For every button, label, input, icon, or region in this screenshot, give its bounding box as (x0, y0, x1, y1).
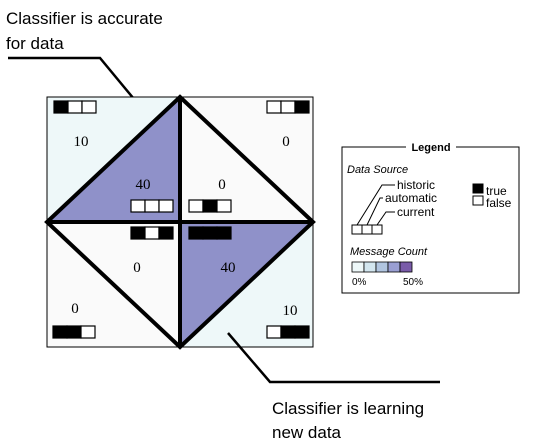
pattern-upper-left-inner (130, 199, 174, 213)
top-callout-line2: for data (6, 34, 64, 53)
pattern-cell-false (188, 199, 204, 213)
pattern-cell-true (66, 325, 82, 339)
pattern-cell-false (67, 100, 83, 114)
pattern-cell-true (216, 226, 232, 240)
legend-true-label: true (486, 184, 507, 198)
legend-scale-min: 0% (352, 277, 367, 288)
pattern-cell-true (280, 325, 296, 339)
pattern-lower-left-inner (130, 226, 174, 240)
count-upper-left-inner: 40 (136, 177, 151, 193)
count-bottom-left-corner: 0 (71, 301, 79, 317)
pattern-cell-true (188, 226, 204, 240)
pattern-cell-false (158, 199, 174, 213)
legend-connector-automatic (366, 197, 383, 226)
pattern-cell-false (80, 325, 96, 339)
legend-false-label: false (486, 196, 512, 210)
pattern-cell-true (158, 226, 174, 240)
region-counts: 10 0 0 10 40 0 0 40 (71, 134, 297, 319)
count-top-right-corner: 0 (282, 134, 290, 150)
pattern-bottom-left-corner (52, 325, 96, 339)
legend-connector-current (376, 211, 395, 226)
legend-source-cell-3 (371, 224, 383, 235)
pattern-glyphs (52, 100, 310, 339)
legend-false-swatch (472, 195, 484, 206)
pattern-cell-false (144, 226, 160, 240)
legend-source-historic: historic (397, 178, 435, 192)
pattern-lower-right-inner (188, 226, 232, 240)
legend-scale-swatch-1 (351, 261, 365, 273)
legend-scale-max: 50% (403, 277, 423, 288)
pattern-cell-false (266, 325, 282, 339)
pattern-top-right-corner (266, 100, 310, 114)
count-bottom-right-corner: 10 (283, 303, 298, 319)
count-lower-left-inner: 0 (133, 260, 141, 276)
pattern-top-left-corner (53, 100, 97, 114)
bottom-callout: Classifier is learning new data (227, 332, 440, 442)
pattern-cell-false (144, 199, 160, 213)
legend-title-bg (406, 139, 456, 155)
legend-scale-swatch-4 (387, 261, 401, 273)
count-lower-right-inner: 40 (221, 260, 236, 276)
legend-connector-historic (356, 184, 395, 226)
legend-source-current: current (397, 205, 435, 219)
legend-scale-swatch-5 (399, 261, 413, 273)
legend-color-scale (351, 261, 413, 273)
legend-source-cell-1 (351, 224, 363, 235)
bottom-callout-leader (227, 332, 440, 384)
pattern-cell-true (53, 100, 69, 114)
legend-source-cell-2 (361, 224, 373, 235)
pattern-cell-true (52, 325, 68, 339)
bottom-callout-line2: new data (272, 423, 342, 442)
pattern-cell-true (202, 226, 218, 240)
pattern-cell-false (266, 100, 282, 114)
legend-title: Legend (411, 142, 450, 154)
legend-message-count-label: Message Count (350, 246, 428, 258)
count-top-left-corner: 10 (74, 134, 89, 150)
pattern-cell-true (202, 199, 218, 213)
legend-true-swatch (472, 183, 484, 194)
legend: Legend Data Source historic automatic cu… (341, 139, 520, 294)
top-callout-line1: Classifier is accurate (6, 9, 163, 28)
pattern-cell-false (216, 199, 232, 213)
legend-scale-swatch-2 (363, 261, 377, 273)
bottom-callout-line1: Classifier is learning (272, 399, 424, 418)
pattern-cell-false (130, 199, 146, 213)
pattern-cell-false (280, 100, 296, 114)
pattern-cell-false (81, 100, 97, 114)
pattern-upper-right-inner (188, 199, 232, 213)
pattern-bottom-right-corner (266, 325, 310, 339)
pattern-cell-true (294, 100, 310, 114)
pattern-cell-true (130, 226, 146, 240)
pattern-cell-true (294, 325, 310, 339)
legend-scale-swatch-3 (375, 261, 389, 273)
legend-source-automatic: automatic (385, 191, 437, 205)
count-upper-right-inner: 0 (218, 177, 226, 193)
legend-data-source-label: Data Source (347, 164, 408, 176)
